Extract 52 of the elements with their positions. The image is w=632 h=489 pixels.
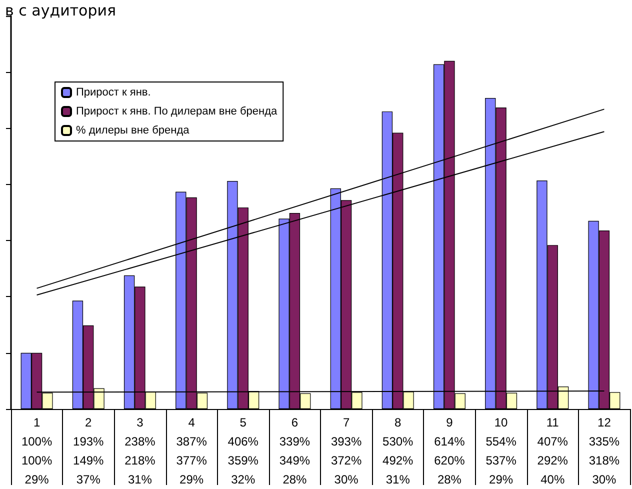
legend-label: % дилеры вне бренда — [76, 124, 190, 136]
data-label: 537% — [486, 454, 517, 468]
data-label: 339% — [279, 434, 310, 448]
data-label: 359% — [228, 454, 259, 468]
data-label: 292% — [537, 454, 568, 468]
legend-label: Прирост к янв. По дилерам вне бренда — [76, 106, 278, 118]
x-tick-label: 11 — [546, 416, 560, 430]
data-label: 30% — [592, 472, 617, 486]
chart-title: в с аудитория — [5, 2, 116, 20]
data-label: 335% — [588, 434, 620, 448]
data-label: 40% — [540, 472, 565, 486]
data-label: 29% — [489, 472, 514, 486]
data-label: 31% — [128, 472, 152, 486]
x-tick-label: 5 — [240, 416, 247, 430]
legend-label: Прирост к янв. — [76, 86, 151, 98]
data-label: 406% — [228, 434, 259, 448]
x-tick-label: 2 — [85, 416, 92, 430]
x-tick-label: 9 — [446, 416, 454, 430]
data-label: 349% — [279, 454, 310, 468]
data-label: 100% — [21, 454, 52, 468]
data-label: 372% — [330, 454, 362, 468]
data-label: 28% — [282, 472, 308, 486]
data-label: 218% — [124, 454, 156, 468]
data-label: 28% — [437, 472, 462, 486]
data-label: 393% — [330, 434, 362, 448]
data-label: 37% — [76, 472, 101, 486]
x-tick-label: 8 — [394, 416, 402, 430]
data-label: 100% — [21, 434, 52, 448]
data-label: 554% — [486, 434, 517, 448]
data-label: 29% — [180, 472, 204, 486]
data-label: 31% — [386, 472, 410, 486]
data-label: 318% — [588, 454, 620, 468]
x-tick-label: 7 — [342, 416, 350, 430]
data-label: 238% — [124, 434, 156, 448]
data-label: 530% — [382, 434, 414, 448]
data-label: 29% — [24, 472, 50, 486]
data-label: 149% — [73, 454, 104, 468]
x-tick-label: 3 — [136, 416, 144, 430]
data-label: 377% — [176, 454, 208, 468]
data-label: 30% — [334, 472, 359, 486]
data-label: 32% — [231, 472, 256, 486]
data-label: 193% — [73, 434, 104, 448]
data-label: 614% — [434, 434, 466, 448]
data-label: 492% — [382, 454, 414, 468]
data-label: 387% — [176, 434, 208, 448]
x-tick-label: 10 — [494, 416, 508, 430]
x-tick-label: 4 — [188, 416, 196, 430]
x-tick-label: 1 — [33, 416, 40, 430]
x-tick-label: 12 — [598, 416, 612, 430]
data-label: 620% — [434, 454, 466, 468]
x-tick-label: 6 — [291, 416, 298, 430]
data-label: 407% — [537, 434, 568, 448]
